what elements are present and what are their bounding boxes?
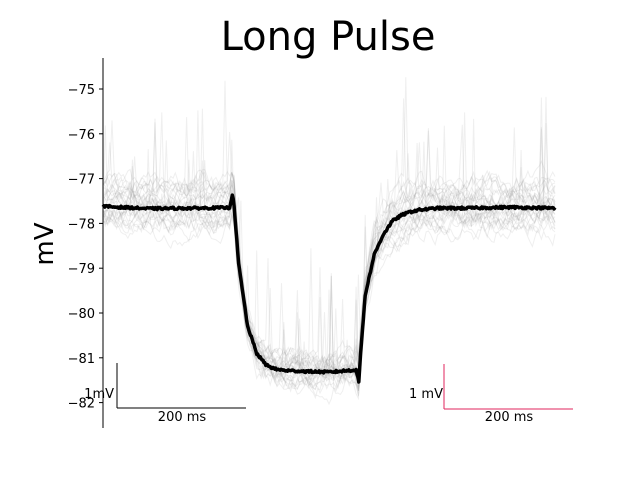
y-tick-label: −78 bbox=[68, 217, 95, 232]
y-tick-label: −77 bbox=[68, 173, 95, 188]
y-ticks: −75 −76 −77 −78 −79 −80 −81 −82 bbox=[68, 83, 103, 412]
trial-trace bbox=[102, 177, 556, 390]
trial-trace bbox=[102, 131, 556, 382]
trial-trace bbox=[102, 110, 556, 390]
trial-trace bbox=[102, 77, 556, 381]
trial-trace bbox=[102, 141, 556, 382]
mean-trace bbox=[101, 193, 557, 384]
trial-traces bbox=[102, 77, 556, 406]
trial-trace bbox=[102, 123, 556, 380]
trial-trace bbox=[102, 80, 556, 384]
scalebar-red: 1 mV 200 ms bbox=[409, 364, 573, 425]
trial-trace bbox=[102, 198, 556, 400]
trial-trace bbox=[102, 108, 556, 376]
trial-trace bbox=[102, 159, 556, 395]
y-tick-label: −80 bbox=[68, 307, 95, 322]
trial-trace bbox=[102, 156, 556, 373]
scalebar-black-y-label: 1mV bbox=[84, 387, 114, 402]
scalebar-red-y-label: 1 mV bbox=[409, 387, 443, 402]
trial-trace bbox=[102, 117, 556, 373]
y-axis-label: mV bbox=[30, 222, 60, 265]
trial-trace bbox=[102, 96, 556, 387]
trial-trace bbox=[102, 112, 556, 381]
trial-trace bbox=[102, 147, 556, 397]
trial-trace bbox=[102, 118, 556, 392]
trial-trace bbox=[102, 98, 556, 374]
trial-trace bbox=[102, 159, 556, 401]
scalebar-black-x-label: 200 ms bbox=[158, 410, 207, 425]
y-tick-label: −79 bbox=[68, 262, 95, 277]
scalebar-red-x-label: 200 ms bbox=[485, 410, 534, 425]
trial-trace bbox=[102, 124, 556, 382]
trial-trace bbox=[102, 128, 556, 381]
y-tick-label: −76 bbox=[68, 128, 95, 143]
chart-title: Long Pulse bbox=[221, 14, 436, 60]
trial-trace bbox=[102, 126, 556, 393]
y-tick-label: −75 bbox=[68, 83, 95, 98]
y-tick-label: −81 bbox=[68, 352, 95, 367]
trial-trace bbox=[102, 188, 556, 392]
scalebar-black: 1mV 200 ms bbox=[84, 363, 246, 425]
trial-trace bbox=[102, 125, 556, 385]
y-tick-label: −82 bbox=[68, 397, 95, 412]
mean-trace-layer bbox=[101, 193, 557, 384]
trial-trace bbox=[102, 122, 556, 388]
trial-trace bbox=[102, 142, 556, 380]
